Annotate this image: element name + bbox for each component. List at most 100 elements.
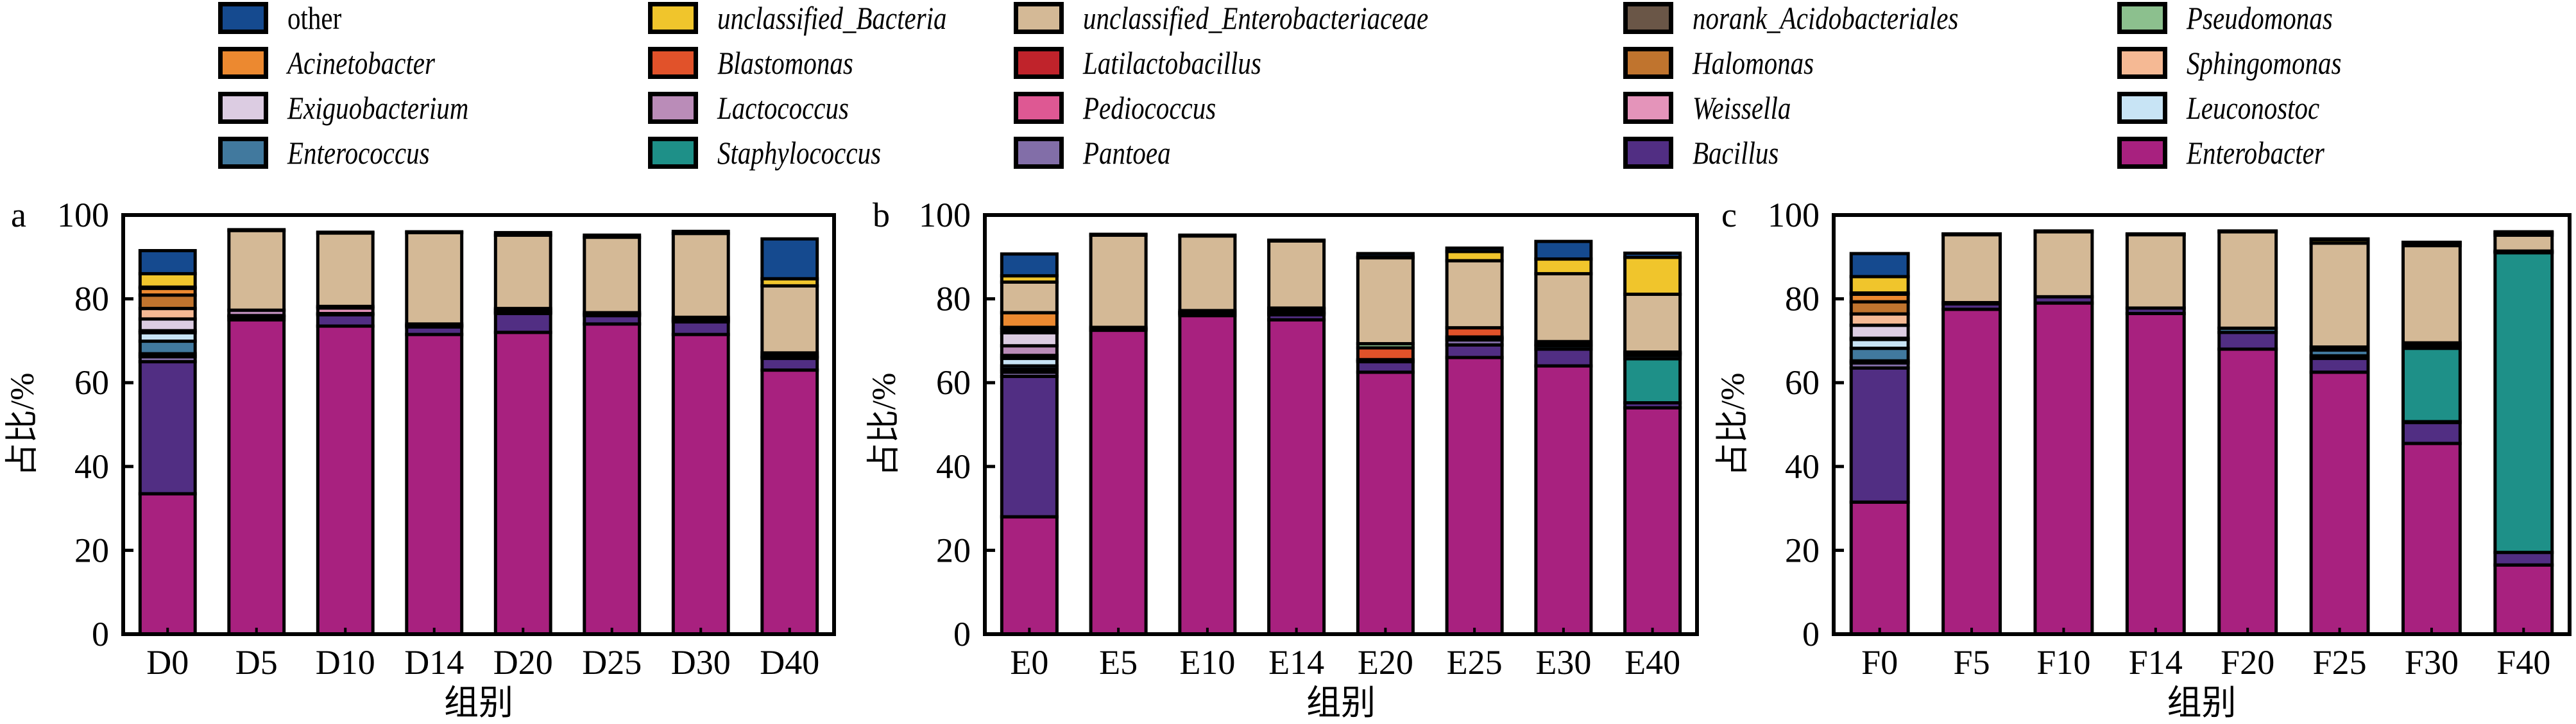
legend-item-weissella: Weissella <box>1623 90 1813 126</box>
bar-segment-other <box>1623 251 1682 259</box>
bar-segment-unclassified-enterobacteriaceae <box>2493 233 2554 253</box>
bar-segment-unclassified-enterobacteriaceae <box>760 284 819 355</box>
legend-item-pediococcus: Pediococcus <box>1014 90 1245 126</box>
legend-swatch <box>1623 47 1673 79</box>
legend-swatch <box>2117 2 2167 34</box>
bar-segment-enterobacter <box>2033 301 2094 636</box>
x-tick-label: E40 <box>1625 643 1680 682</box>
bar-stack-F40 <box>2493 230 2554 636</box>
y-tick-label: 20 <box>74 531 109 569</box>
bar-segment-other <box>1445 246 1504 254</box>
legend-item-unclassified-enterobacteriaceae: unclassified_Enterobacteriaceae <box>1014 0 1504 36</box>
bar-segment-enterobacter <box>583 322 642 636</box>
y-tick-label: 80 <box>1785 280 1820 318</box>
bar-segment-staphylococcus <box>1623 357 1682 405</box>
bar-segment-enterobacter <box>1941 307 2002 636</box>
legend-label: Blastomonas <box>717 45 853 81</box>
bar-segment-unclassified-enterobacteriaceae <box>2033 230 2094 298</box>
panel-label: b <box>873 196 890 234</box>
bar-segment-enterobacter <box>760 368 819 636</box>
bar-segment-unclassified-enterobacteriaceae <box>2309 241 2370 349</box>
bar-segment-bacillus <box>316 313 375 328</box>
y-axis-label: 占比/% <box>1715 373 1752 477</box>
x-axis-label: 组别 <box>1306 684 1376 722</box>
y-tick-label: 80 <box>74 280 109 318</box>
bar-segment-exiguobacterium <box>138 317 197 332</box>
y-tick-label: 60 <box>74 363 109 402</box>
bar-segment-enterobacter <box>2217 347 2278 636</box>
bar-segment-unclassified-enterobacteriaceae <box>2125 233 2186 310</box>
bar-stack-D30 <box>671 229 730 636</box>
bar-segment-sphingomonas <box>1849 312 1910 327</box>
legend-label: Enterococcus <box>287 135 430 171</box>
x-axis-label: 组别 <box>2167 684 2237 722</box>
x-tick-label: F10 <box>2036 643 2090 682</box>
x-tick-label: E30 <box>1535 643 1591 682</box>
x-axis-label: 组别 <box>444 684 513 722</box>
y-tick-label: 100 <box>919 196 971 234</box>
bar-segment-enterobacter <box>1178 314 1237 636</box>
bar-segment-unclassified-enterobacteriaceae <box>2217 230 2278 330</box>
bar-segment-unclassified-bacteria <box>1849 275 1910 295</box>
legend-item-latilactobacillus: Latilactobacillus <box>1014 45 1301 81</box>
x-tick-label: F20 <box>2221 643 2274 682</box>
panel-label: c <box>1721 196 1737 234</box>
legend-swatch <box>648 92 698 124</box>
bar-segment-other <box>760 237 819 280</box>
legend-label: Staphylococcus <box>717 135 882 171</box>
legend-item-unclassified-bacteria: unclassified_Bacteria <box>648 0 997 36</box>
x-tick-label: F40 <box>2496 643 2550 682</box>
bar-stack-F25 <box>2309 237 2370 636</box>
bar-segment-enterobacter <box>2125 311 2186 636</box>
legend-item-pseudomonas: Pseudomonas <box>2117 0 2365 36</box>
x-tick-label: D30 <box>671 643 731 682</box>
legend-item-staphylococcus: Staphylococcus <box>648 135 917 171</box>
legend-label: unclassified_Bacteria <box>717 0 947 36</box>
legend-item-pantoea: Pantoea <box>1014 135 1190 171</box>
legend-item-enterobacter: Enterobacter <box>2117 135 2355 171</box>
x-tick-label: F25 <box>2313 643 2367 682</box>
legend-label: Lactococcus <box>717 90 849 126</box>
bar-segment-bacillus <box>2217 331 2278 351</box>
legend-item-norank-acidobacteriales: norank_Acidobacteriales <box>1623 0 2017 36</box>
bar-stack-D5 <box>227 228 286 636</box>
bar-segment-enterococcus <box>138 340 197 356</box>
bar-segment-enterobacter <box>1849 500 1910 636</box>
legend-item-acinetobacter: Acinetobacter <box>218 45 467 81</box>
legend-label: Weissella <box>1693 90 1791 126</box>
bar-segment-enterobacter <box>1356 370 1415 636</box>
bar-segment-bacillus <box>671 320 730 336</box>
x-tick-label: E14 <box>1268 643 1324 682</box>
y-axis-label: 占比/% <box>866 373 903 477</box>
legend-swatch <box>1014 92 1064 124</box>
bar-segment-enterobacter <box>2309 370 2370 636</box>
plot-frame <box>121 213 836 636</box>
bar-segment-staphylococcus <box>2401 347 2462 424</box>
bar-stack-F20 <box>2217 229 2278 636</box>
legend-label: Pediococcus <box>1083 90 1216 126</box>
x-tick-label: F5 <box>1954 643 1990 682</box>
legend-item-bacillus: Bacillus <box>1623 135 1798 171</box>
bar-segment-enterobacter <box>405 332 464 636</box>
legend-item-leuconostoc: Leuconostoc <box>2117 90 2349 126</box>
bar-segment-enterobacter <box>1089 329 1148 636</box>
bar-stack-E40 <box>1623 251 1682 636</box>
legend-label: Pseudomonas <box>2187 0 2333 36</box>
legend-item-halomonas: Halomonas <box>1623 45 1841 81</box>
legend-swatch <box>1623 137 1673 169</box>
bar-stack-F0 <box>1849 252 1910 636</box>
bar-segment-unclassified-bacteria <box>1623 255 1682 296</box>
bar-segment-bacillus <box>1534 347 1593 368</box>
bar-segment-unclassified-enterobacteriaceae <box>493 233 552 311</box>
legend-item-blastomonas: Blastomonas <box>648 45 883 81</box>
bar-segment-enterobacter <box>1445 356 1504 636</box>
bar-stack-E0 <box>1000 252 1059 636</box>
bar-stack-D40 <box>760 237 819 636</box>
x-tick-label: E25 <box>1447 643 1503 682</box>
legend-label: Sphingomonas <box>2187 45 2342 81</box>
bar-segment-acinetobacter <box>1000 311 1059 329</box>
legend-label: Latilactobacillus <box>1083 45 1261 81</box>
bar-segment-staphylococcus <box>2493 251 2554 555</box>
legend-swatch <box>1623 2 1673 34</box>
bar-segment-bacillus <box>138 360 197 496</box>
